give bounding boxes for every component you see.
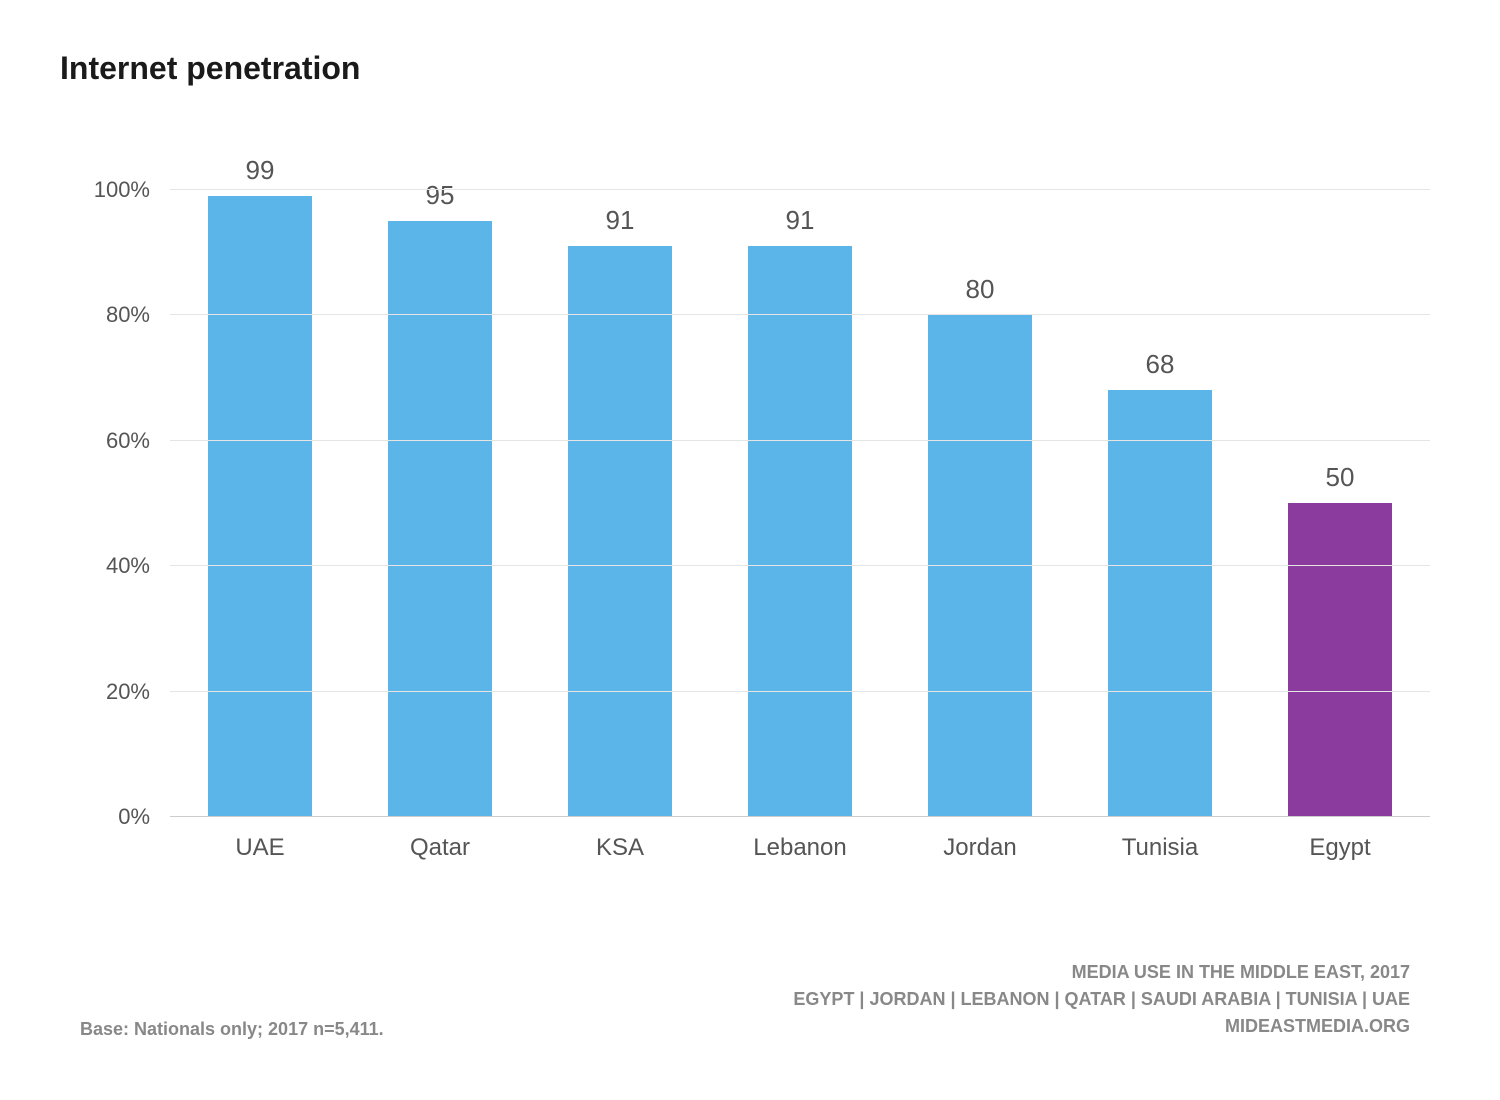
- bars-container: 99959191806850: [170, 127, 1430, 817]
- bar-group: 91: [710, 127, 890, 817]
- bar: [748, 246, 852, 817]
- footer-line-2: EGYPT | JORDAN | LEBANON | QATAR | SAUDI…: [793, 986, 1410, 1013]
- x-axis-label: UAE: [170, 822, 350, 867]
- x-axis-label: Jordan: [890, 822, 1070, 867]
- bar-group: 68: [1070, 127, 1250, 817]
- bar-group: 80: [890, 127, 1070, 817]
- chart-container: Internet penetration 0%20%40%60%80%100% …: [60, 50, 1440, 1050]
- gridline: [170, 440, 1430, 441]
- y-axis-label: 80%: [106, 302, 150, 328]
- y-axis-label: 60%: [106, 428, 150, 454]
- plot-area: 0%20%40%60%80%100% 99959191806850 UAEQat…: [80, 127, 1460, 867]
- x-axis-label: Egypt: [1250, 822, 1430, 867]
- x-axis-label: Lebanon: [710, 822, 890, 867]
- gridline: [170, 816, 1430, 817]
- bar: [1108, 390, 1212, 817]
- x-axis-label: KSA: [530, 822, 710, 867]
- bar-value-label: 95: [350, 180, 530, 221]
- y-axis-label: 40%: [106, 553, 150, 579]
- bar-value-label: 80: [890, 274, 1070, 315]
- gridline: [170, 314, 1430, 315]
- bar-value-label: 91: [530, 205, 710, 246]
- bar: [568, 246, 672, 817]
- x-axis-label: Tunisia: [1070, 822, 1250, 867]
- bar-group: 91: [530, 127, 710, 817]
- bar: [388, 221, 492, 817]
- bar-value-label: 91: [710, 205, 890, 246]
- y-axis-label: 0%: [118, 804, 150, 830]
- chart-title: Internet penetration: [60, 50, 1440, 87]
- bar-group: 50: [1250, 127, 1430, 817]
- bar-group: 99: [170, 127, 350, 817]
- bar-value-label: 99: [170, 155, 350, 196]
- bar-value-label: 68: [1070, 349, 1250, 390]
- x-axis-labels: UAEQatarKSALebanonJordanTunisiaEgypt: [170, 822, 1430, 867]
- x-axis-label: Qatar: [350, 822, 530, 867]
- footer-source: Base: Nationals only; 2017 n=5,411.: [80, 1019, 384, 1040]
- y-axis-label: 100%: [94, 177, 150, 203]
- bar: [208, 196, 312, 817]
- grid-area: 99959191806850: [170, 127, 1430, 817]
- bar-value-label: 50: [1250, 462, 1430, 503]
- bar: [1288, 503, 1392, 817]
- y-axis-label: 20%: [106, 679, 150, 705]
- chart-footer: Base: Nationals only; 2017 n=5,411. MEDI…: [80, 959, 1410, 1040]
- bar: [928, 315, 1032, 817]
- footer-line-1: MEDIA USE IN THE MIDDLE EAST, 2017: [793, 959, 1410, 986]
- footer-attribution: MEDIA USE IN THE MIDDLE EAST, 2017 EGYPT…: [793, 959, 1410, 1040]
- gridline: [170, 691, 1430, 692]
- gridline: [170, 565, 1430, 566]
- footer-line-3: MIDEASTMEDIA.ORG: [793, 1013, 1410, 1040]
- y-axis: 0%20%40%60%80%100%: [80, 127, 160, 817]
- bar-group: 95: [350, 127, 530, 817]
- gridline: [170, 189, 1430, 190]
